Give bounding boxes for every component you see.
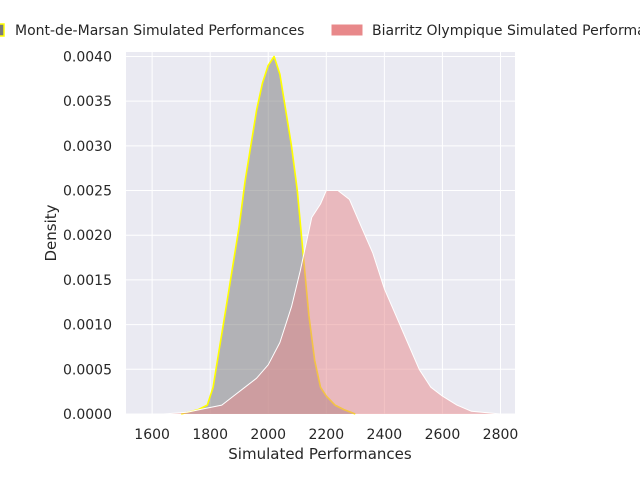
y-tick-label: 0.0010 (63, 318, 112, 334)
y-tick-label: 0.0015 (63, 273, 112, 289)
density-area-mont-de-marsan (181, 56, 356, 414)
x-axis-title: Simulated Performances (228, 445, 412, 463)
x-tick-labels: 1600 1800 2000 2200 2400 2600 2800 (134, 427, 518, 443)
legend-swatch-mont-de-marsan (0, 23, 5, 37)
x-tick-label: 2800 (483, 427, 519, 443)
y-tick-label: 0.0005 (63, 362, 112, 378)
x-tick-label: 2600 (425, 427, 461, 443)
y-axis-title: Density (42, 204, 60, 261)
density-areas (163, 55, 501, 415)
x-tick-label: 1600 (134, 427, 170, 443)
density-area-biarritz (163, 190, 501, 414)
x-tick-label: 2400 (367, 427, 403, 443)
legend-label-biarritz: Biarritz Olympique Simulated Performance… (372, 23, 640, 39)
legend-label-mont-de-marsan: Mont-de-Marsan Simulated Performances (15, 23, 304, 39)
y-tick-label: 0.0040 (63, 49, 112, 65)
y-tick-label: 0.0035 (63, 94, 112, 110)
y-tick-label: 0.0030 (63, 139, 112, 155)
x-tick-label: 1800 (192, 427, 228, 443)
legend: Mont-de-Marsan Simulated Performances Bi… (0, 23, 640, 39)
y-tick-label: 0.0000 (63, 407, 112, 423)
legend-swatch-biarritz (330, 23, 364, 37)
y-tick-label: 0.0025 (63, 184, 112, 200)
y-tick-labels: 0.0000 0.0005 0.0010 0.0015 0.0020 0.0025 0.00… (63, 49, 112, 423)
y-tick-label: 0.0020 (63, 228, 112, 244)
density-line-biarritz (163, 190, 501, 415)
x-tick-label: 2000 (250, 427, 286, 443)
x-tick-label: 2200 (308, 427, 344, 443)
